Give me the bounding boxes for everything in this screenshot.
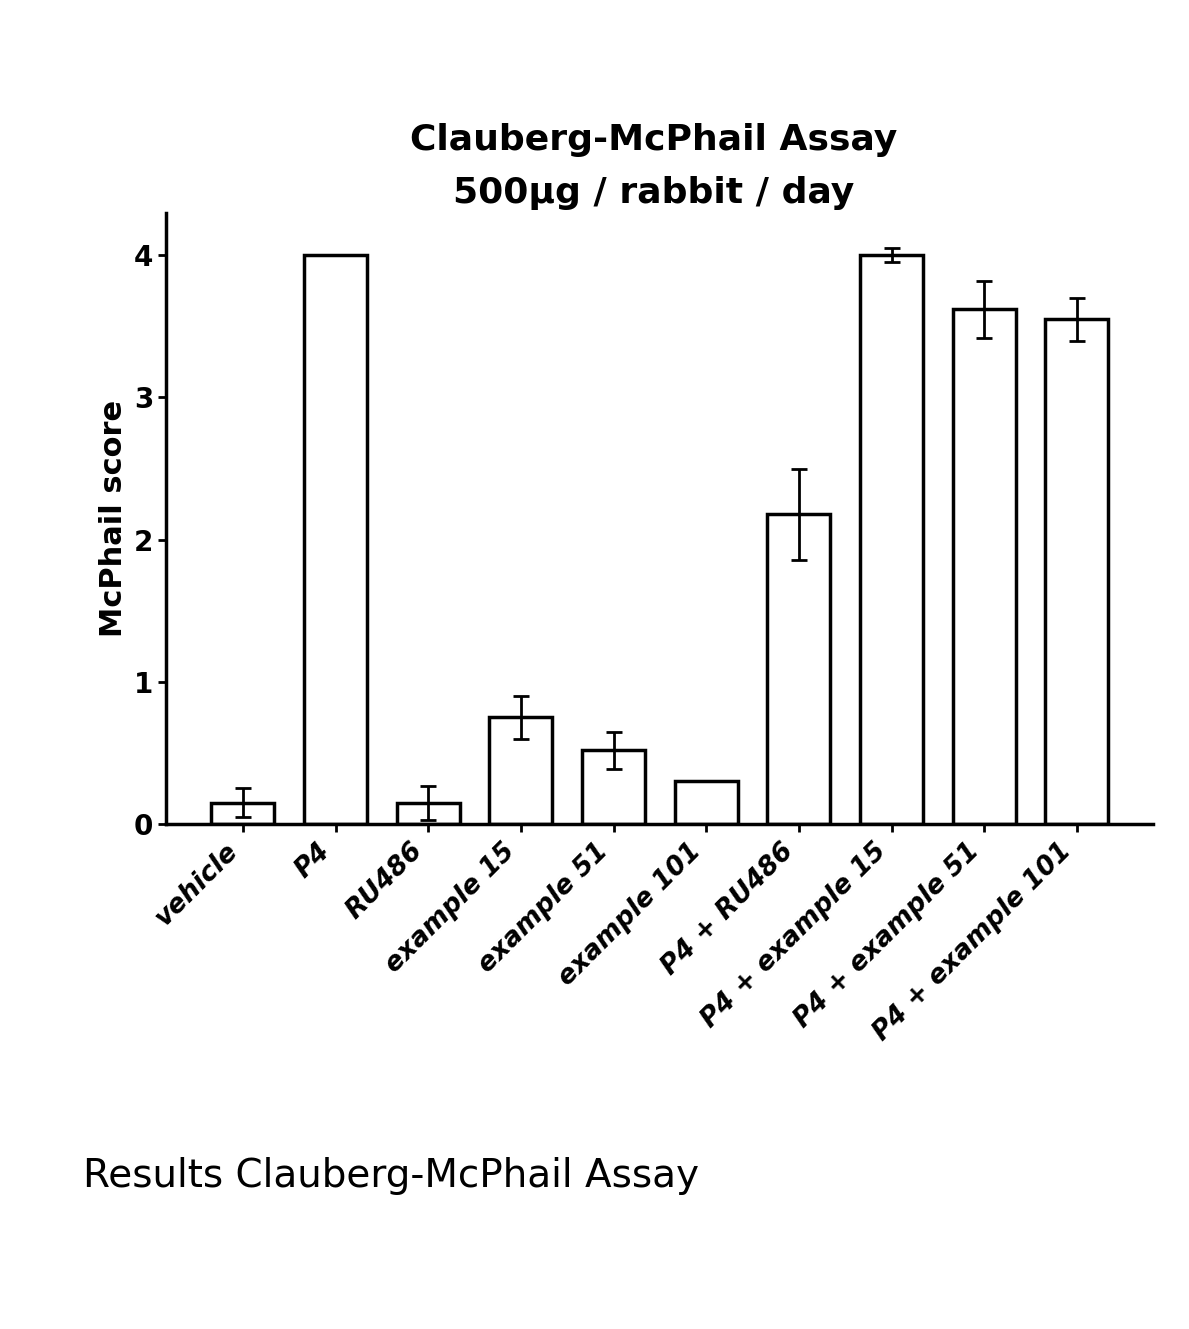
Bar [490, 718, 553, 824]
Y-axis label: McPhail score: McPhail score [100, 400, 128, 637]
Text: Clauberg-McPhail Assay: Clauberg-McPhail Assay [410, 122, 898, 157]
Bar [397, 803, 460, 824]
Text: 500μg / rabbit / day: 500μg / rabbit / day [453, 175, 855, 210]
Bar [304, 255, 367, 824]
Bar [1045, 319, 1108, 824]
Bar [860, 255, 923, 824]
Bar [952, 310, 1015, 824]
Bar [674, 781, 737, 824]
Bar [212, 803, 275, 824]
Bar [767, 514, 830, 824]
Text: Results Clauberg-McPhail Assay: Results Clauberg-McPhail Assay [83, 1158, 699, 1195]
Bar [583, 750, 646, 824]
